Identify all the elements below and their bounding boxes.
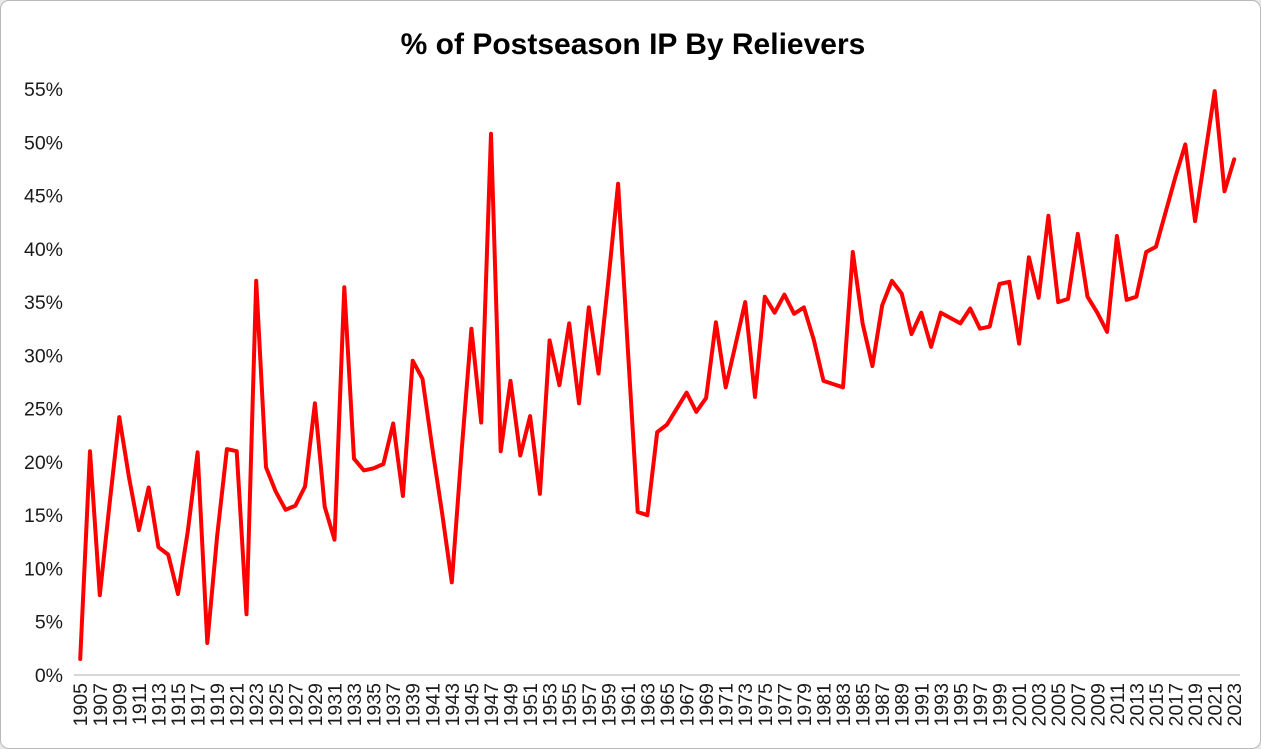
x-axis-tick-label: 2017 (1166, 683, 1188, 726)
x-axis-tick-label: 2019 (1185, 683, 1207, 726)
series-line (78, 89, 1237, 661)
x-axis-tick-label: 1967 (677, 683, 699, 726)
x-axis-tick-label: 1983 (833, 683, 855, 726)
x-axis-tick-label: 1975 (755, 683, 777, 727)
x-axis-tick-label: 2023 (1224, 683, 1246, 726)
x-axis-tick-label: 1943 (442, 683, 464, 726)
x-axis-tick-label: 1949 (501, 683, 523, 726)
y-axis-tick-label: 15% (24, 505, 63, 527)
x-axis-tick-label: 1913 (148, 683, 170, 726)
x-axis-tick-label: 1965 (657, 683, 679, 727)
x-axis-tick-label: 1963 (637, 683, 659, 726)
x-axis-tick-label: 2011 (1107, 683, 1129, 725)
y-axis-tick-label: 50% (24, 132, 63, 154)
x-axis-tick-label: 1985 (853, 683, 875, 727)
chart-title: % of Postseason IP By Relievers (401, 28, 866, 61)
x-axis-tick-label: 1923 (246, 683, 268, 726)
x-axis-tick-label: 1919 (207, 683, 229, 726)
x-axis-tick-label: 1987 (872, 683, 894, 726)
x-axis-tick-label: 1979 (794, 683, 816, 726)
y-axis-tick-label: 40% (24, 239, 63, 261)
x-axis-tick-label: 1989 (892, 683, 914, 726)
x-axis-tick-label: 1937 (383, 683, 405, 726)
x-axis: 1905190719091911191319151917191919211923… (70, 683, 1246, 727)
x-axis-tick-label: 1969 (696, 683, 718, 726)
x-axis-tick-label: 1991 (911, 683, 933, 726)
x-axis-tick-label: 1933 (344, 683, 366, 726)
y-axis-tick-label: 5% (35, 612, 63, 634)
x-axis-tick-label: 1925 (266, 683, 288, 727)
x-axis-tick-label: 1999 (990, 683, 1012, 726)
x-axis-tick-label: 1961 (618, 683, 640, 726)
x-axis-tick-label: 1997 (970, 683, 992, 726)
x-axis-tick-label: 1931 (324, 683, 346, 726)
x-axis-tick-label: 1953 (540, 683, 562, 726)
y-axis-tick-label: 35% (24, 292, 63, 314)
y-axis-tick-label: 20% (24, 452, 63, 474)
x-axis-tick-label: 2001 (1009, 683, 1031, 726)
x-axis-tick-label: 1927 (285, 683, 307, 726)
x-axis-tick-label: 1959 (598, 683, 620, 726)
x-axis-tick-label: 1909 (109, 683, 131, 726)
x-axis-tick-label: 1993 (931, 683, 953, 726)
x-axis-tick-label: 1915 (168, 683, 190, 727)
y-axis-tick-label: 0% (35, 665, 63, 687)
x-axis-tick-label: 2005 (1048, 683, 1070, 727)
y-axis-tick-label: 45% (24, 186, 63, 208)
x-axis-tick-label: 1941 (422, 683, 444, 726)
y-axis-tick-label: 25% (24, 399, 63, 421)
x-axis-tick-label: 1947 (481, 683, 503, 726)
x-axis-tick-label: 1917 (188, 683, 210, 726)
x-axis-tick-label: 1921 (227, 683, 249, 726)
y-axis-tick-label: 10% (24, 558, 63, 580)
x-axis-tick-label: 1929 (305, 683, 327, 726)
x-axis-tick-label: 1995 (950, 683, 972, 727)
x-axis-tick-label: 1973 (735, 683, 757, 726)
x-axis-tick-label: 2015 (1146, 683, 1168, 727)
x-axis-tick-label: 1971 (716, 683, 738, 726)
y-axis: 0% 5% 10% 15% 20% 25% 30% 35% 40% 45% 50% 55% (24, 79, 63, 687)
x-axis-tick-label: 1939 (403, 683, 425, 726)
x-axis-tick-label: 1981 (813, 683, 835, 726)
y-axis-tick-label: 55% (24, 79, 63, 101)
x-axis-tick-label: 2013 (1126, 683, 1148, 726)
x-axis-tick-label: 1955 (559, 683, 581, 727)
x-axis-tick-label: 1945 (461, 683, 483, 727)
x-axis-tick-label: 2003 (1029, 683, 1051, 726)
x-axis-tick-label: 1957 (579, 683, 601, 726)
x-axis-tick-label: 1935 (364, 683, 386, 727)
x-axis-tick-label: 2021 (1205, 683, 1227, 726)
x-axis-tick-label: 1911 (129, 683, 151, 725)
x-axis-tick-label: 1951 (520, 683, 542, 726)
x-axis-tick-label: 1907 (90, 683, 112, 726)
x-axis-tick-label: 2009 (1087, 683, 1109, 726)
x-axis-tick-label: 2007 (1068, 683, 1090, 726)
x-axis-tick-label: 1977 (774, 683, 796, 726)
x-axis-tick-label: 1905 (70, 683, 92, 727)
y-axis-tick-label: 30% (24, 345, 63, 367)
